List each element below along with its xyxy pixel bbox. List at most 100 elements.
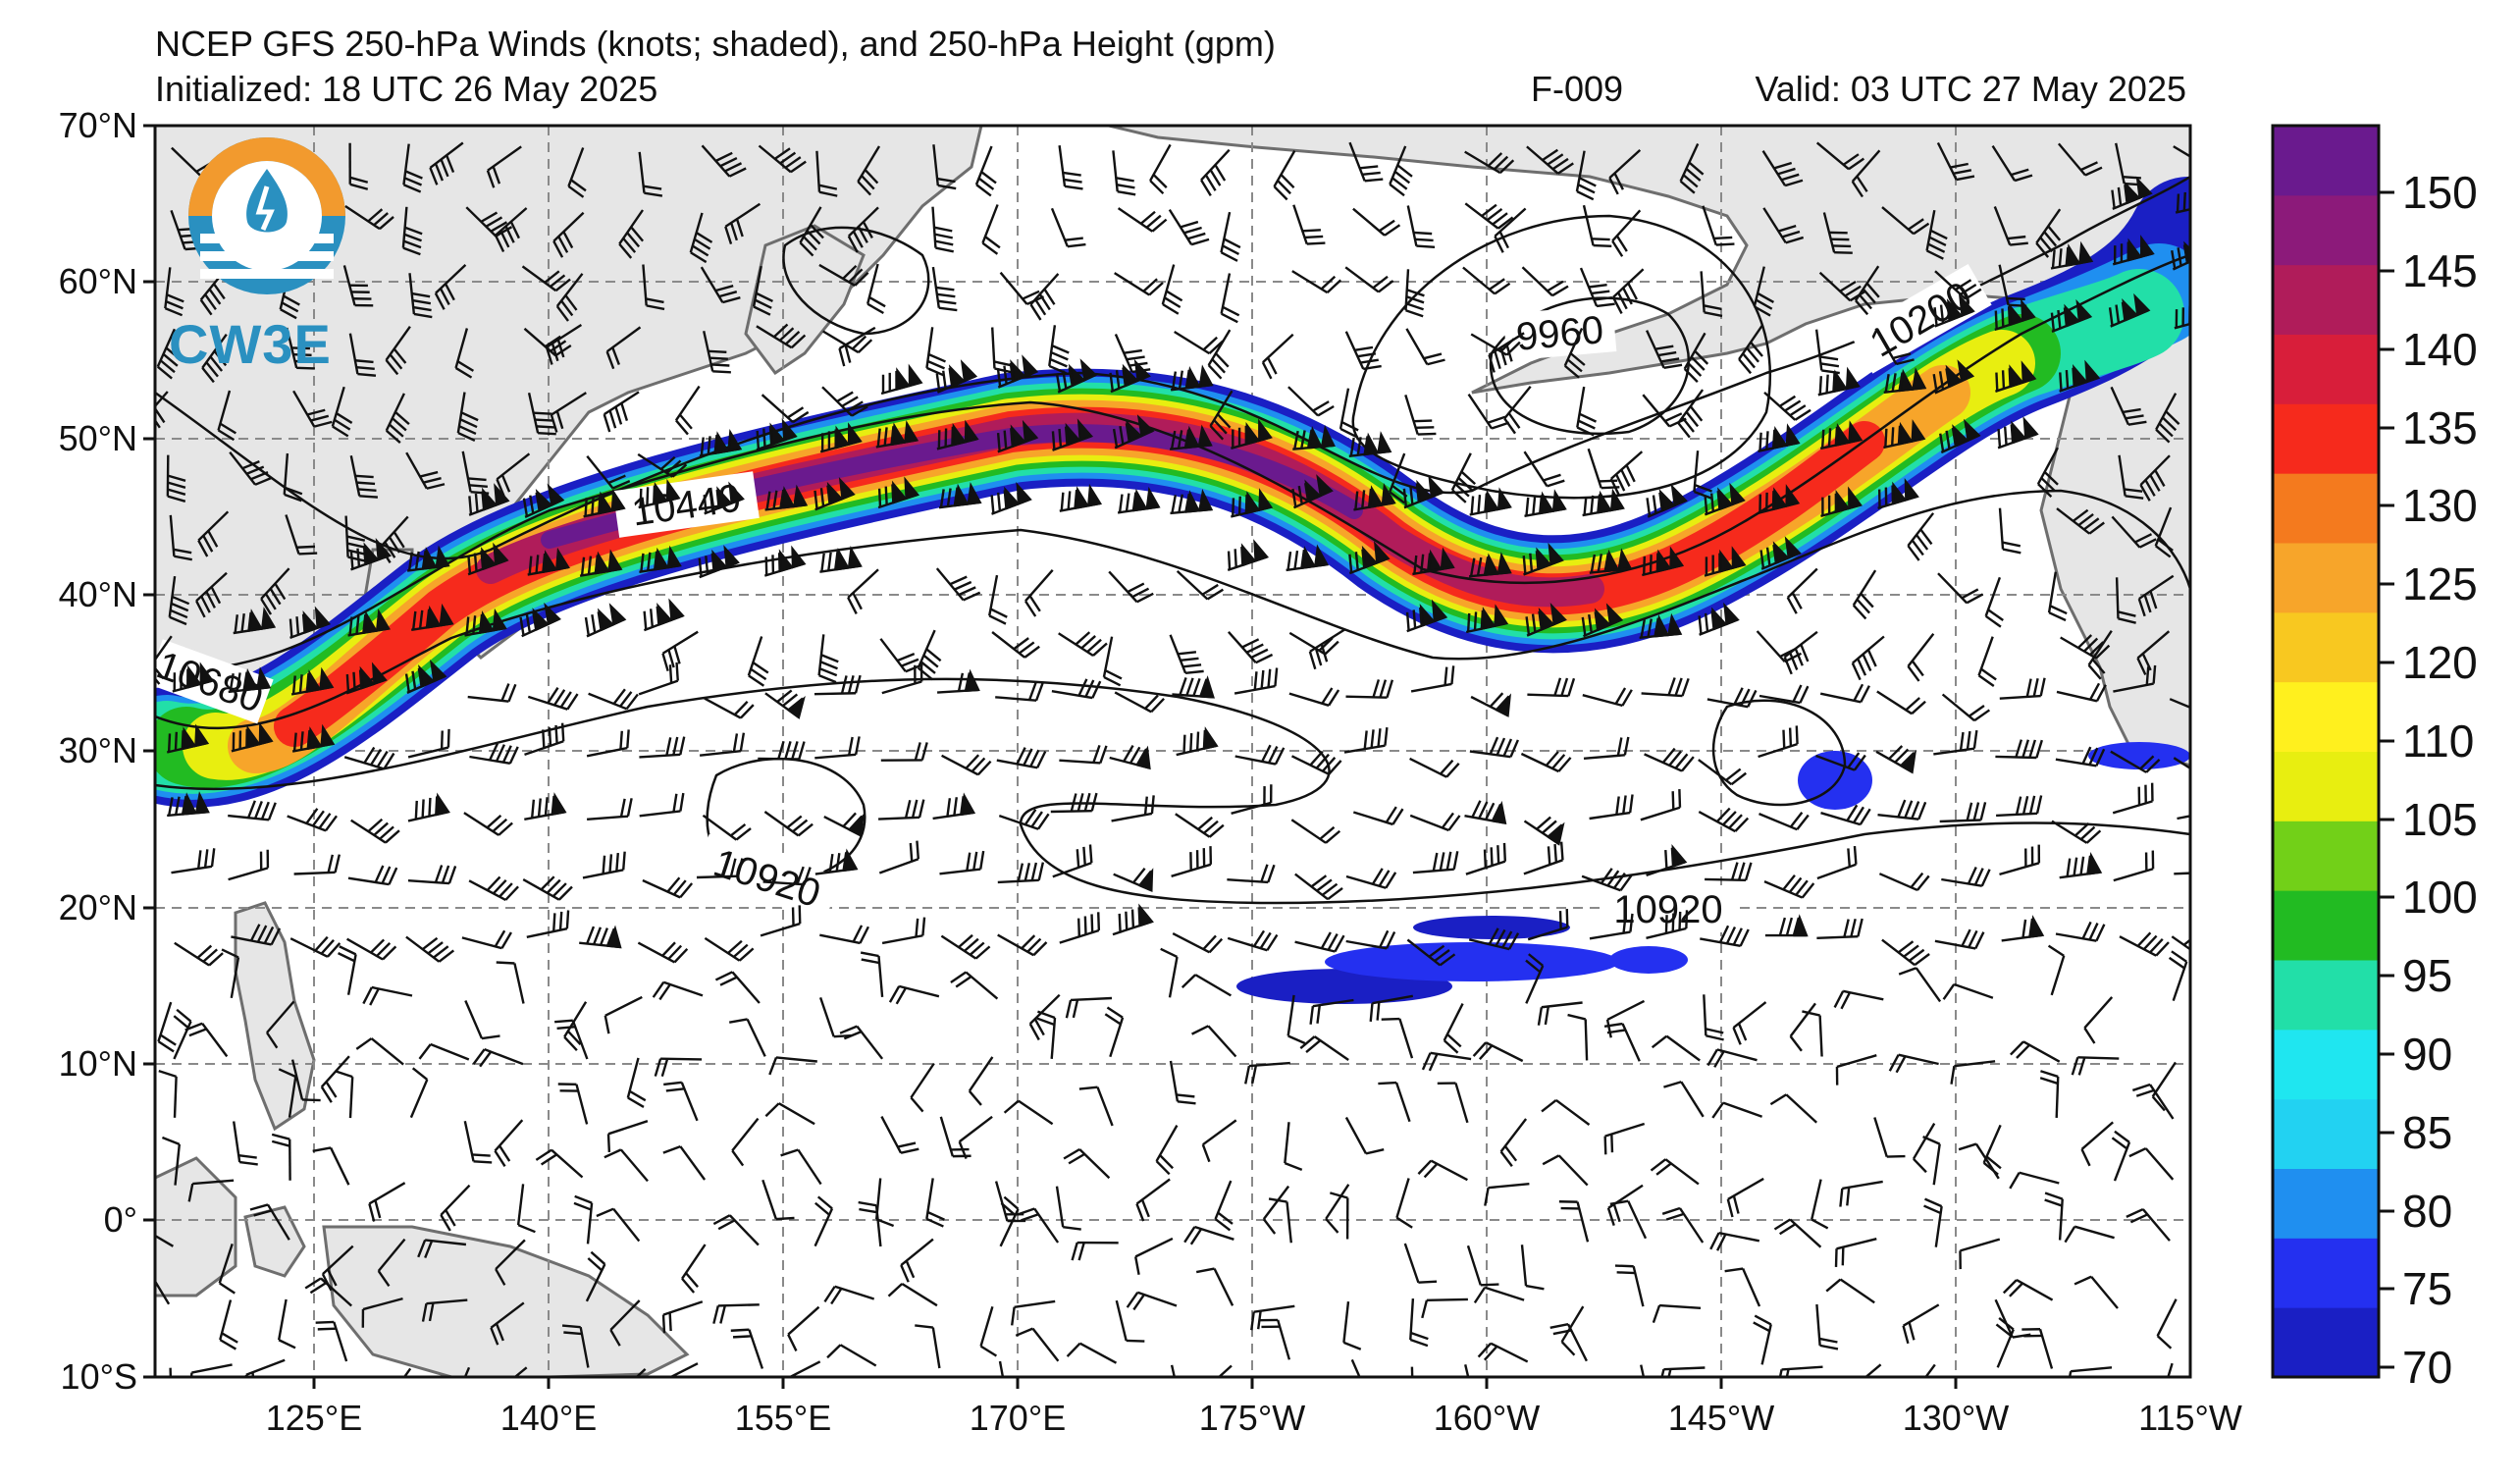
wind-barb	[724, 202, 761, 245]
wind-barb	[465, 206, 513, 238]
wind-barb	[1575, 150, 1597, 201]
wind-barb	[1409, 1298, 1429, 1348]
wind-barb	[1134, 1237, 1174, 1275]
wind-barb	[2108, 292, 2151, 328]
wind-barb	[418, 1042, 470, 1061]
colorbar-tick-label: 135	[2402, 402, 2478, 453]
wind-barb	[347, 609, 391, 637]
colorbar-swatch	[2273, 1098, 2379, 1169]
wind-barb	[1113, 867, 1154, 892]
wind-barb	[998, 1360, 1009, 1377]
wind-barb	[347, 865, 398, 886]
wind-barb	[1763, 392, 1811, 421]
wind-barb	[1523, 841, 1564, 875]
wind-barb	[880, 363, 923, 396]
wind-barb	[1421, 1298, 1468, 1319]
wind-barb	[1876, 690, 1926, 715]
wind-barb	[1875, 745, 1917, 774]
wind-barb	[1201, 1119, 1237, 1163]
wind-barb	[604, 995, 643, 1034]
wind-barb	[1220, 211, 1241, 262]
wind-barb	[2051, 820, 2102, 844]
wind-barb	[1350, 1358, 1370, 1377]
wind-barb	[1468, 552, 1512, 578]
wind-barb	[699, 429, 743, 457]
wind-barb	[2050, 240, 2094, 270]
wind-barb	[699, 732, 746, 757]
wind-barb	[2115, 577, 2136, 624]
wind-barb	[1558, 1200, 1590, 1243]
wind-barb	[521, 265, 571, 292]
wind-barb	[2113, 850, 2155, 882]
colorbar-tick-label: 120	[2402, 637, 2478, 688]
wind-barb	[2154, 506, 2174, 558]
wind-barb	[228, 849, 270, 881]
wind-barb	[1816, 918, 1864, 939]
wind-barb	[407, 728, 450, 759]
wind-barb	[1058, 145, 1083, 190]
wind-barb	[1589, 548, 1633, 574]
wind-barb	[1284, 1122, 1303, 1171]
wind-barb	[218, 1244, 236, 1295]
colorbar-swatch	[2273, 960, 2379, 1031]
wind-barb	[760, 905, 802, 937]
wind-barb	[663, 1081, 699, 1122]
wind-barb	[826, 1344, 877, 1367]
wind-barb	[1541, 1098, 1591, 1126]
wind-barb	[1417, 1159, 1468, 1182]
wind-barb	[1149, 143, 1172, 195]
wind-barb	[698, 545, 740, 579]
colorbar-swatch	[2273, 264, 2379, 335]
wind-barb	[2050, 298, 2093, 334]
wind-barb	[1228, 631, 1274, 664]
wind-barb	[1907, 633, 1935, 682]
wind-barb	[1381, 1017, 1414, 1059]
wind-barb	[1003, 1099, 1054, 1126]
colorbar-tick-label: 125	[2402, 558, 2478, 609]
wind-barb	[1937, 572, 1984, 605]
wind-barb	[1839, 1180, 1883, 1207]
wind-barb	[315, 1320, 348, 1362]
lon-label-130W: 130°W	[1903, 1398, 2009, 1438]
wind-barb	[1933, 729, 1978, 756]
wind-barb	[1410, 665, 1455, 693]
wind-barb	[1464, 202, 1514, 230]
wind-barb	[277, 1298, 296, 1350]
wind-barb	[331, 386, 353, 438]
wind-barb	[1055, 1186, 1081, 1231]
wind-barb	[1404, 395, 1437, 436]
wind-barb	[350, 818, 400, 844]
wind-barb	[2151, 1061, 2177, 1112]
wind-barb	[747, 636, 769, 687]
wind-barb	[2173, 757, 2190, 781]
contour-label-9960: 9960	[1514, 308, 1604, 359]
wind-barb	[995, 682, 1044, 702]
wind-barb	[821, 386, 868, 417]
wind-barb	[1409, 812, 1461, 832]
wind-barb	[603, 391, 640, 433]
wind-barb	[345, 662, 388, 695]
wind-barb	[1344, 331, 1382, 371]
wind-barb	[823, 812, 865, 838]
wind-barb	[1984, 576, 2004, 628]
wind-barb	[228, 666, 272, 694]
colorbar-tick-label: 75	[2402, 1263, 2452, 1314]
colorbar-tick-label: 85	[2402, 1107, 2452, 1158]
wind-barb	[819, 422, 863, 453]
wind-barb	[166, 723, 210, 754]
wind-barb	[1389, 145, 1413, 197]
wind-barb	[1290, 819, 1341, 844]
wind-barb	[1472, 1041, 1524, 1063]
wind-barb	[440, 1184, 471, 1232]
wind-barb	[1114, 691, 1165, 714]
wind-barb	[2128, 1147, 2175, 1181]
wind-barb	[1299, 1035, 1349, 1061]
contour-10920-north	[155, 677, 2190, 905]
wind-barb	[1065, 996, 1113, 1019]
wind-barb	[1582, 488, 1625, 517]
wind-barb	[1051, 418, 1094, 451]
wind-barb	[823, 1285, 875, 1305]
wind-barb	[228, 800, 277, 821]
wind-barb	[642, 264, 665, 311]
wind-barb	[2131, 1083, 2175, 1120]
